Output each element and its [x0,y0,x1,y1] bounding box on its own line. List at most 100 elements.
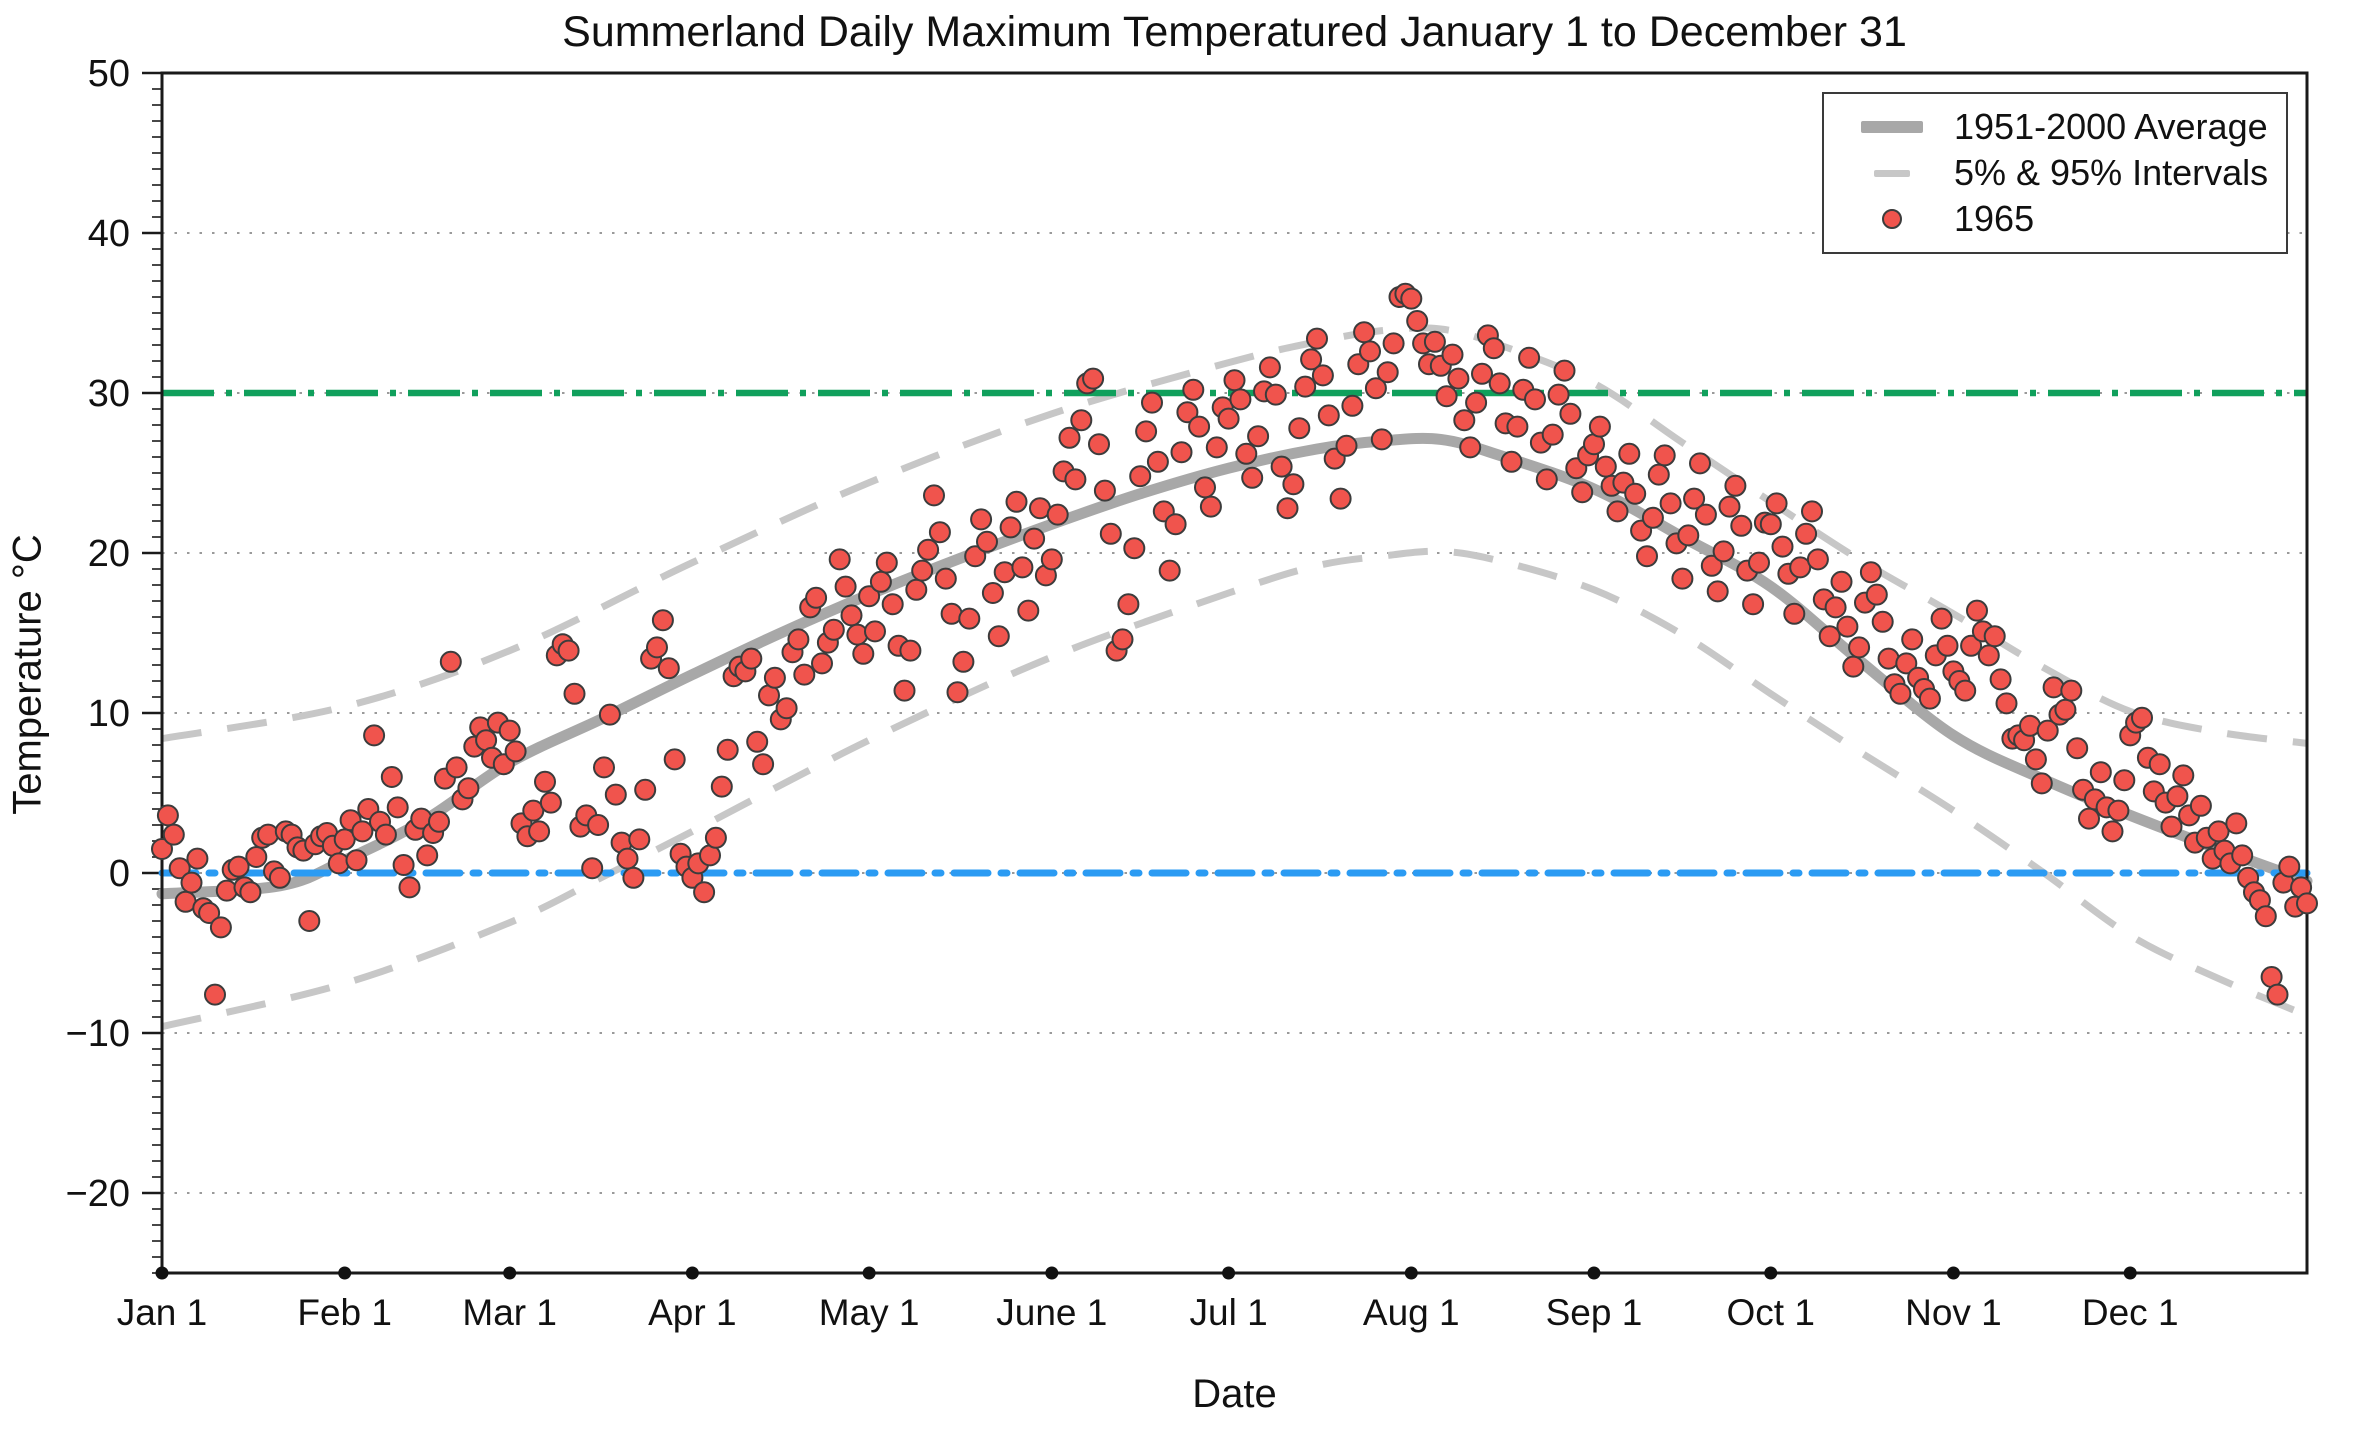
scatter-point [1641,506,1664,529]
scatter-point [1288,417,1311,440]
scatter-point [386,796,409,819]
scatter-point [1306,327,1328,350]
y-tick-label: −10 [66,1013,130,1055]
scatter-point [539,791,562,814]
scatter-point [1423,330,1446,353]
scatter-point [763,666,786,689]
scatter-point [428,810,450,833]
x-tick-label: June 1 [996,1292,1107,1333]
x-tick-label: Feb 1 [297,1292,392,1333]
y-tick-label: 10 [88,693,130,735]
scatter-point [811,652,833,675]
scatter-point [445,756,468,779]
scatter-point [1188,415,1211,438]
scatter-point [1818,625,1841,648]
scatter-point [1088,433,1110,456]
scatter-point [1459,436,1482,459]
scatter-point [398,876,421,899]
scatter-point [439,650,462,673]
scatter-point [168,857,191,880]
scatter-point [1235,442,1258,465]
scatter-point [1559,402,1582,425]
scatter-point [651,609,674,632]
scatter-point [268,866,291,889]
scatter-point [1123,537,1146,560]
scatter-point [2101,820,2124,843]
x-tick-dot [685,1266,699,1280]
scatter-point [852,642,875,665]
x-tick-label: Apr 1 [648,1292,736,1333]
scatter-point [1700,554,1723,577]
scatter-point [1317,404,1340,427]
scatter-point [1689,452,1711,475]
scatter-point [1247,425,1270,448]
scatter-point [858,585,881,608]
scatter-point [245,846,268,868]
scatter-point [2113,769,2136,792]
scatter-point [1158,559,1181,582]
x-tick-label: Sep 1 [1546,1292,1643,1333]
scatter-point [1099,522,1122,545]
scatter-point [504,740,527,763]
scatter-point [1865,583,1888,606]
scatter-point [351,820,374,843]
x-tick-label: Aug 1 [1363,1292,1460,1333]
scatter-point [180,871,203,894]
scatter-point [1901,628,1924,651]
legend: 1951-2000 Average 5% & 95% Intervals 196… [1822,92,2288,254]
scatter-point [1093,479,1116,502]
y-tick-label: 20 [88,533,130,575]
scatter-point [1588,415,1611,438]
scatter-point [1683,487,1706,510]
y-tick-label: 50 [88,53,130,95]
scatter-point [1989,668,2012,691]
x-tick-dot [1222,1266,1236,1280]
scatter-point [1276,497,1299,520]
scatter-point [1382,332,1405,355]
scatter-point [1795,522,1818,545]
scatter-point [1070,409,1093,432]
scatter-point [1117,593,1140,616]
scatter-point [1771,535,1794,558]
legend-label: 1951-2000 Average [1954,106,2268,147]
scatter-point [981,582,1004,604]
scatter-point [1524,388,1546,411]
x-tick-label: Oct 1 [1727,1292,1815,1333]
scatter-point [1447,367,1470,390]
scatter-point [528,820,551,843]
scatter-point [1082,367,1105,390]
scatter-point [1264,383,1287,406]
scatter-point [864,620,886,643]
scatter-point [2225,812,2248,835]
scatter-point [1518,346,1541,369]
scatter-point [1718,495,1741,518]
x-tick-dot [1045,1266,1059,1280]
scatter-point [1370,428,1393,451]
scatter-point [1653,444,1676,467]
x-tick-dot [1764,1266,1778,1280]
scatter-point [1706,580,1729,603]
scatter-point [1748,551,1770,574]
scatter-point [2042,676,2065,699]
legend-label: 5% & 95% Intervals [1954,152,2269,193]
scatter-point [663,748,686,771]
scatter-point [2172,764,2195,787]
scatter-point [958,607,981,630]
scatter-point [581,857,604,880]
scatter-point [1471,362,1493,385]
scatter-point [834,575,857,598]
scatter-point [1647,463,1670,486]
scatter-point [928,521,951,544]
x-tick-dot [1946,1266,1960,1280]
scatter-point [2060,679,2083,702]
scatter-point [1146,450,1169,473]
scatter-point [298,910,321,932]
chart-title: Summerland Daily Maximum Temperatured Ja… [562,8,1907,56]
scatter-point [2024,748,2047,771]
scatter-point [380,766,403,788]
scatter-point [1217,407,1240,430]
scatter-point [1441,343,1464,366]
scatter-point [1176,401,1199,424]
scatter-point [1199,495,1222,518]
scatter-point [1848,636,1871,659]
